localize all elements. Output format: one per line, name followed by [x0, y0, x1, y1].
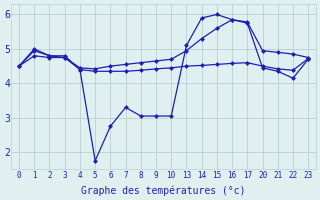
X-axis label: Graphe des températures (°c): Graphe des températures (°c): [81, 185, 246, 196]
